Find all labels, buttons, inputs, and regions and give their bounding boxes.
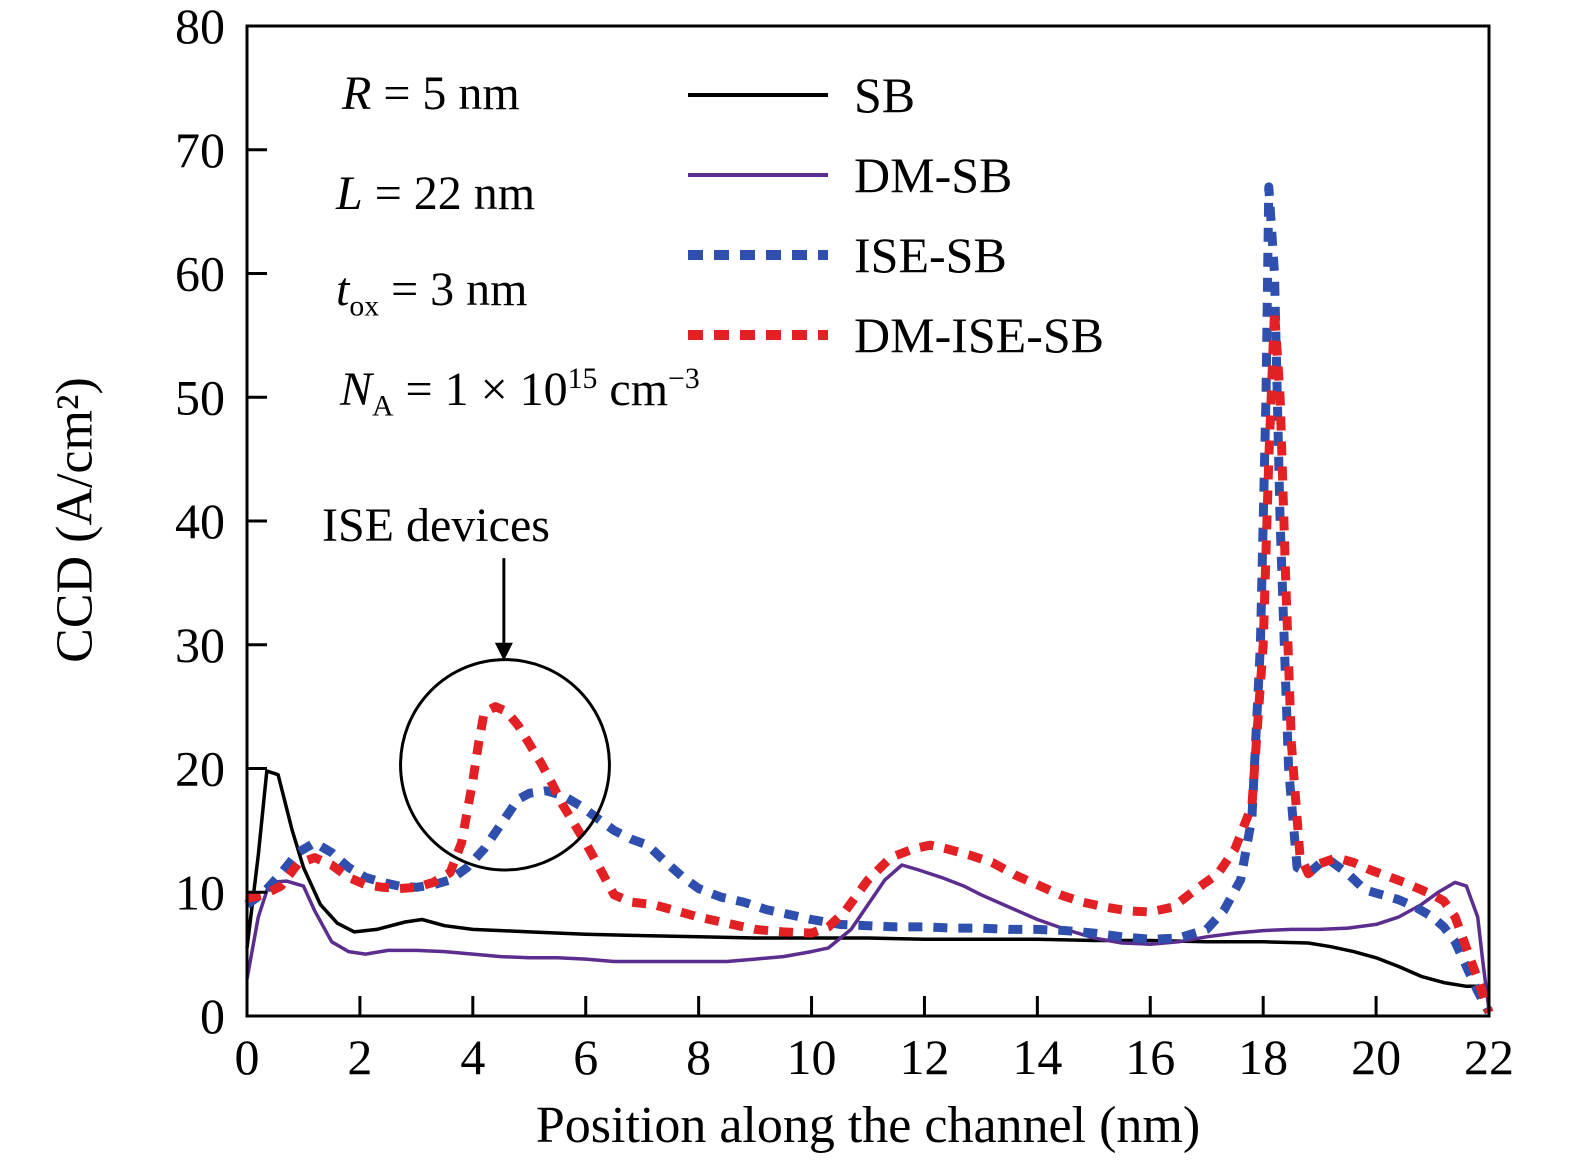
legend: SB DM-SB ISE-SB DM-ISE-SB: [688, 55, 1104, 375]
x-tick-label: 16: [1125, 1029, 1175, 1085]
legend-label: DM-SB: [854, 147, 1013, 203]
series-line-dm-sb: [245, 863, 1491, 1011]
ise-arrow-head: [494, 642, 513, 661]
x-tick-label: 22: [1464, 1029, 1514, 1085]
series-line-dm-ise-sb: [246, 306, 1494, 1014]
x-tick-label: 2: [347, 1029, 372, 1085]
legend-item-ise-sb: ISE-SB: [688, 215, 1104, 295]
y-axis-label: CCD (A/cm²): [46, 377, 104, 663]
ise-circle-annotation: [399, 658, 611, 872]
y-tick-label: 70: [175, 122, 225, 178]
legend-item-sb: SB: [688, 55, 1104, 135]
param-na-exp: 15: [567, 362, 598, 395]
x-tick-label: 10: [787, 1029, 837, 1085]
x-tick-label: 8: [686, 1029, 711, 1085]
annotation-ise-devices: ISE devices: [322, 499, 550, 552]
x-tick-label: 14: [1012, 1029, 1062, 1085]
legend-line-sample: [688, 250, 828, 260]
x-tick-label: 20: [1351, 1029, 1401, 1085]
annotation-doping: NA = 1 × 1015 cm−3: [340, 362, 700, 424]
x-tick-label: 12: [899, 1029, 949, 1085]
annotation-length: L = 22 nm: [336, 166, 535, 221]
param-na-var: N: [340, 363, 373, 416]
x-tick-label: 0: [235, 1029, 260, 1085]
y-tick-label: 60: [175, 246, 225, 302]
param-na-unit-exp: −3: [668, 362, 700, 395]
y-tick-label: 80: [175, 0, 225, 54]
y-tick-label: 10: [175, 864, 225, 920]
param-tox-sub: ox: [349, 289, 380, 323]
annotation-oxide-thickness: tox = 3 nm: [336, 262, 528, 324]
x-tick-label: 6: [573, 1029, 598, 1085]
param-na-unit: cm: [597, 363, 669, 416]
legend-line-sample: [688, 330, 828, 340]
param-l-value: = 22 nm: [362, 167, 536, 220]
param-r-value: = 5 nm: [371, 67, 520, 120]
legend-item-dm-sb: DM-SB: [688, 135, 1104, 215]
legend-line-sample: [688, 93, 828, 97]
x-axis-label: Position along the channel (nm): [535, 1097, 1201, 1154]
y-tick-label: 30: [175, 617, 225, 673]
legend-line-sample: [688, 173, 828, 177]
param-na-mid: = 1 × 10: [393, 363, 568, 416]
legend-label: ISE-SB: [854, 227, 1007, 283]
param-tox-value: = 3 nm: [379, 263, 528, 316]
y-tick-label: 0: [200, 988, 225, 1044]
annotation-radius: R = 5 nm: [342, 66, 520, 121]
y-tick-label: 20: [175, 741, 225, 797]
legend-label: SB: [854, 67, 916, 123]
y-tick-label: 50: [175, 369, 225, 425]
param-tox-var: t: [336, 263, 350, 316]
param-na-sub: A: [372, 389, 394, 423]
legend-item-dm-ise-sb: DM-ISE-SB: [688, 295, 1104, 375]
series-line-sb: [245, 769, 1489, 989]
legend-label: DM-ISE-SB: [854, 307, 1105, 363]
x-tick-label: 4: [460, 1029, 485, 1085]
y-tick-label: 40: [175, 493, 225, 549]
param-r-var: R: [342, 67, 372, 120]
series-line-ise-sb: [244, 182, 1493, 1015]
param-l-var: L: [336, 167, 363, 220]
x-tick-label: 18: [1238, 1029, 1288, 1085]
